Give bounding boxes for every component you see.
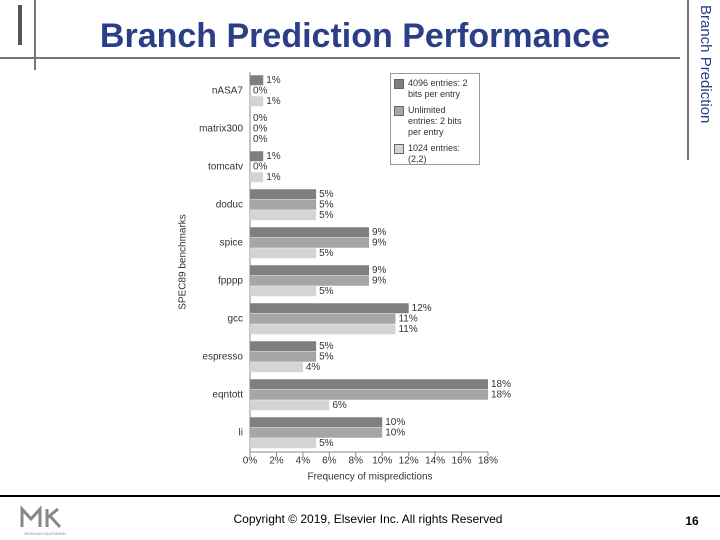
bar (250, 341, 317, 352)
value-label: 11% (398, 313, 417, 324)
y-tick-label: espresso (202, 352, 243, 363)
bar (250, 417, 383, 428)
bar (250, 313, 396, 324)
y-axis-title: SPEC89 benchmarks (178, 214, 189, 310)
bar (250, 379, 488, 390)
value-label: 5% (319, 438, 334, 449)
copyright: Copyright © 2019, Elsevier Inc. All righ… (234, 512, 503, 526)
x-tick-label: 16% (452, 456, 472, 467)
x-tick-label: 6% (322, 456, 337, 467)
bar (250, 237, 369, 248)
x-tick-label: 4% (296, 456, 311, 467)
value-label: 18% (491, 379, 511, 390)
value-label: 0% (253, 134, 268, 145)
y-tick-label: doduc (216, 200, 243, 211)
value-label: 10% (385, 417, 405, 428)
bar (250, 400, 330, 411)
y-tick-label: eqntott (212, 390, 243, 401)
y-tick-label: spice (220, 238, 244, 249)
value-label: 0% (253, 123, 268, 134)
x-tick-label: 10% (372, 456, 392, 467)
legend-label: 1024 entries: (2,2) (408, 143, 461, 164)
value-label: 18% (491, 389, 511, 400)
value-label: 6% (332, 400, 347, 411)
bar (250, 96, 264, 107)
value-label: 0% (253, 85, 268, 96)
bar (250, 438, 317, 449)
value-label: 12% (412, 303, 432, 314)
bar (250, 362, 303, 373)
x-tick-label: 8% (349, 456, 364, 467)
logo-caption: MORGAN KAUFMANN (24, 531, 66, 536)
value-label: 0% (253, 161, 268, 172)
bar (250, 303, 409, 314)
side-title: Branch Prediction (697, 5, 714, 123)
y-tick-label: nASA7 (212, 86, 244, 97)
bar (250, 351, 317, 362)
x-tick-label: 12% (399, 456, 419, 467)
bar (250, 248, 317, 259)
y-tick-label: fpppp (218, 276, 243, 287)
bar (250, 172, 264, 183)
x-tick-label: 2% (269, 456, 284, 467)
value-label: 5% (319, 351, 334, 362)
bar (250, 265, 369, 276)
value-label: 1% (266, 172, 281, 183)
value-label: 5% (319, 210, 334, 221)
logo (20, 505, 62, 529)
value-label: 9% (372, 227, 387, 238)
value-label: 5% (319, 341, 334, 352)
y-tick-label: gcc (227, 314, 243, 325)
value-label: 5% (319, 189, 334, 200)
slide-title: Branch Prediction Performance (100, 17, 610, 55)
bar (250, 275, 369, 286)
legend-label: 4096 entries: 2 bits per entry (408, 78, 468, 99)
bar (250, 324, 396, 335)
bar (250, 427, 383, 438)
bar (250, 199, 317, 210)
value-label: 5% (319, 199, 334, 210)
legend-item: 1024 entries: (2,2) (394, 143, 476, 165)
y-tick-label: li (239, 428, 243, 439)
value-label: 1% (266, 151, 281, 162)
y-tick-label: tomcatv (208, 162, 243, 173)
legend-swatch (394, 106, 404, 116)
bar (250, 151, 264, 162)
bar (250, 389, 488, 400)
value-label: 4% (306, 362, 321, 373)
decor-bar (18, 5, 22, 45)
legend: 4096 entries: 2 bits per entry Unlimited … (390, 73, 480, 165)
value-label: 0% (253, 113, 268, 124)
bar (250, 286, 317, 297)
legend-item: Unlimited entries: 2 bits per entry (394, 105, 476, 138)
bar (250, 227, 369, 238)
value-label: 11% (398, 324, 417, 335)
value-label: 1% (266, 75, 281, 86)
x-tick-label: 14% (425, 456, 445, 467)
value-label: 9% (372, 275, 387, 286)
x-axis-title: Frequency of mispredictions (307, 472, 432, 483)
legend-label: Unlimited entries: 2 bits per entry (408, 105, 462, 137)
y-tick-label: matrix300 (199, 124, 243, 135)
value-label: 5% (319, 248, 334, 259)
bar (250, 189, 317, 200)
bar (250, 75, 264, 86)
x-tick-label: 0% (243, 456, 258, 467)
value-label: 10% (385, 427, 405, 438)
x-tick-label: 18% (478, 456, 498, 467)
page-number: 16 (685, 514, 699, 528)
legend-swatch (394, 144, 404, 154)
legend-item: 4096 entries: 2 bits per entry (394, 78, 476, 100)
bar (250, 210, 317, 221)
value-label: 9% (372, 265, 387, 276)
legend-swatch (394, 79, 404, 89)
value-label: 1% (266, 96, 281, 107)
value-label: 9% (372, 237, 387, 248)
value-label: 5% (319, 286, 334, 297)
